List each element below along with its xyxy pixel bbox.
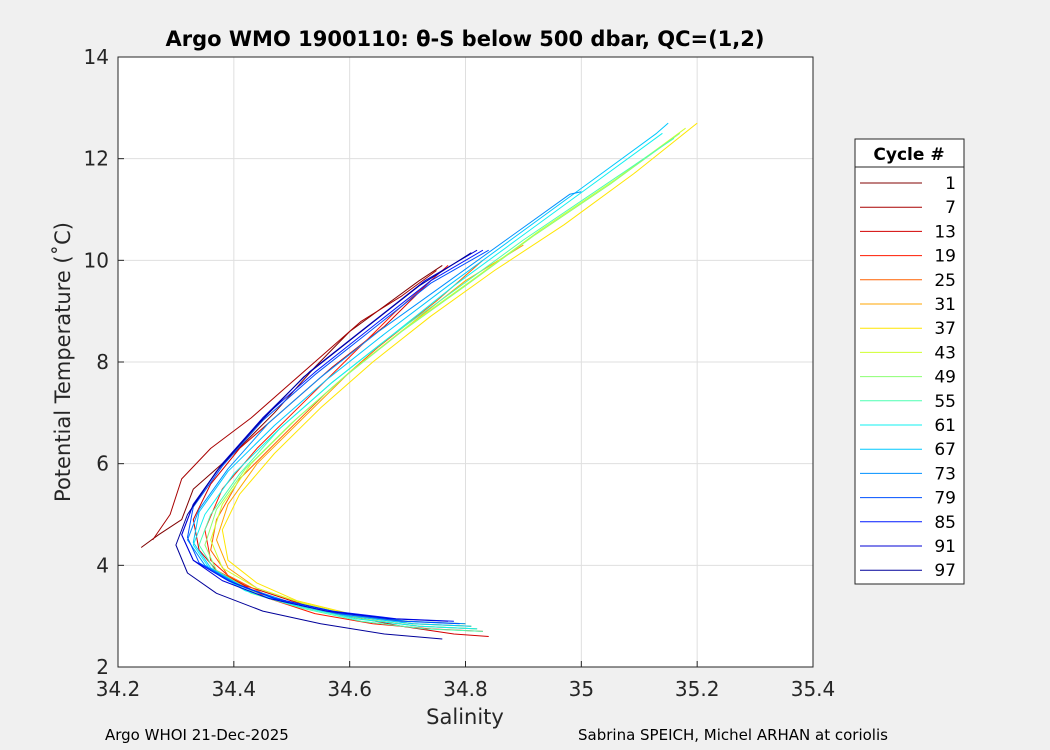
legend-entry-label: 91 — [934, 537, 956, 557]
legend-entry-label: 85 — [934, 513, 956, 533]
legend-entry-label: 1 — [945, 174, 956, 194]
footer-right: Sabrina SPEICH, Michel ARHAN at coriolis — [578, 726, 888, 744]
x-tick-label: 34.2 — [96, 677, 141, 701]
y-tick-label: 6 — [96, 452, 109, 476]
legend-entry-label: 37 — [934, 319, 956, 339]
series-line-cycle-97 — [175, 252, 472, 640]
series-group — [140, 122, 698, 640]
legend-entry-label: 25 — [934, 271, 956, 291]
legend-entry-label: 19 — [934, 247, 956, 267]
legend-entry-label: 73 — [934, 464, 956, 484]
x-tick-label: 35.2 — [675, 677, 720, 701]
x-axis-ticks: 34.2 34.4 34.6 34.8 35 35.2 35.4 — [96, 661, 836, 701]
series-line-cycle-7 — [152, 270, 437, 541]
legend-entry-label: 55 — [934, 392, 956, 412]
footer-left: Argo WHOI 21-Dec-2025 — [105, 726, 289, 744]
legend-entry-label: 13 — [934, 222, 956, 242]
legend-entry-label: 67 — [934, 440, 956, 460]
x-tick-label: 35.4 — [791, 677, 836, 701]
x-tick-label: 35 — [569, 677, 594, 701]
x-axis-label: Salinity — [426, 705, 504, 729]
x-tick-label: 34.4 — [212, 677, 257, 701]
y-tick-label: 2 — [96, 655, 109, 679]
series-line-cycle-61 — [192, 132, 663, 630]
series-line-cycle-19 — [204, 265, 483, 632]
series-line-cycle-55 — [198, 137, 675, 632]
legend-box — [854, 138, 965, 585]
legend-entry-label: 49 — [934, 368, 956, 388]
x-tick-label: 34.8 — [443, 677, 488, 701]
y-tick-label: 14 — [84, 45, 109, 69]
legend-entry-label: 31 — [934, 295, 956, 315]
series-line-cycle-1 — [140, 264, 443, 548]
chart-title: Argo WMO 1900110: θ-S below 500 dbar, QC… — [166, 27, 765, 51]
x-tick-label: 34.6 — [327, 677, 372, 701]
y-tick-label: 10 — [84, 248, 109, 272]
legend-entry-label: 61 — [934, 416, 956, 436]
legend-entry-label: 7 — [945, 198, 956, 218]
y-tick-label: 12 — [84, 147, 109, 171]
legend-entry-label: 43 — [934, 343, 956, 363]
series-line-cycle-37 — [221, 122, 698, 625]
legend-entry-label: 97 — [934, 561, 956, 581]
y-tick-label: 8 — [96, 350, 109, 374]
y-axis-ticks: 2 4 6 8 10 12 14 — [84, 45, 124, 679]
y-axis-label: Potential Temperature (˚C) — [51, 222, 75, 502]
legend-title: Cycle # — [873, 145, 944, 165]
legend: Cycle # 1 7 13 19 25 31 37 43 49 55 61 67 73 79 85 91 97 — [854, 138, 965, 585]
legend-entry-label: 79 — [934, 489, 956, 509]
series-line-cycle-43 — [210, 127, 686, 627]
y-tick-label: 4 — [96, 553, 109, 577]
legend-entries: 1 7 13 19 25 31 37 43 49 55 61 67 73 79 85 91 97 — [860, 174, 956, 581]
